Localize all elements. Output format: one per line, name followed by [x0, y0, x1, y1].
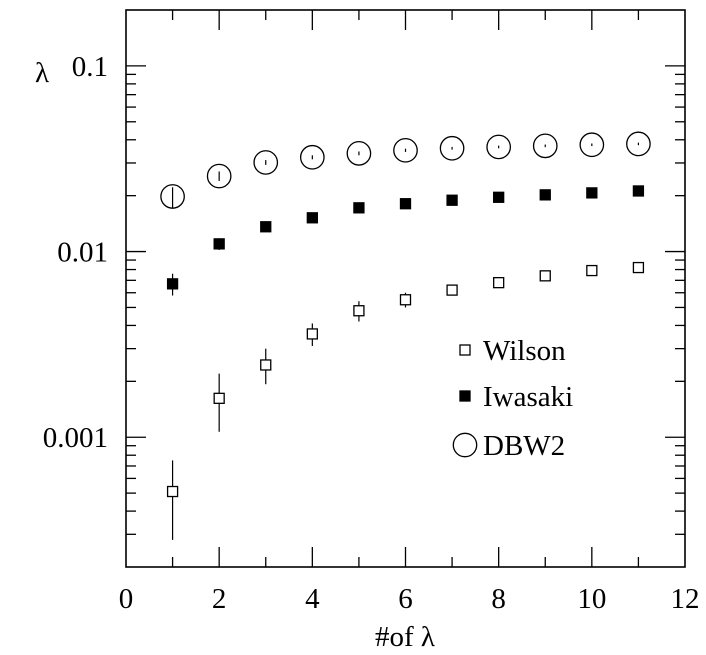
data-point	[160, 184, 185, 209]
data-point	[166, 485, 179, 498]
x-tick-label: 12	[671, 583, 700, 615]
data-point	[632, 261, 645, 274]
x-tick-label: 0	[119, 583, 134, 615]
data-point	[579, 132, 605, 158]
legend-marker	[459, 390, 471, 402]
data-point	[399, 294, 412, 306]
legend-label: DBW2	[483, 430, 565, 462]
data-point	[586, 187, 598, 199]
x-tick-labels: 0 2 4 6 8 10 12	[119, 583, 700, 615]
data-point	[626, 131, 651, 157]
data-point	[539, 189, 551, 201]
x-tick-label: 4	[305, 583, 320, 615]
y-tick-label: 0.01	[57, 237, 108, 269]
legend-marker	[452, 432, 478, 458]
x-tick-label: 2	[212, 583, 227, 615]
series-iwasaki	[166, 185, 645, 296]
x-tick-label: 8	[491, 583, 506, 615]
data-point	[632, 185, 645, 197]
data-point	[586, 264, 598, 277]
x-tick-label: 6	[398, 583, 413, 615]
y-tick-label: 0.001	[43, 422, 108, 454]
legend: Wilson Iwasaki DBW2	[452, 335, 573, 462]
data-series	[160, 131, 651, 540]
data-point	[346, 141, 372, 166]
axis-ticks	[126, 10, 685, 567]
y-axis-title: λ	[35, 57, 49, 89]
data-point	[253, 150, 279, 175]
data-point	[260, 359, 272, 371]
data-point	[206, 163, 232, 189]
data-point	[213, 238, 225, 250]
y-tick-labels: 0.001 0.01 0.1	[43, 51, 108, 454]
data-point	[493, 191, 505, 203]
series-wilson	[166, 261, 645, 540]
y-tick-label: 0.1	[72, 51, 108, 83]
legend-label: Iwasaki	[483, 381, 573, 413]
data-point	[446, 284, 458, 296]
x-tick-label: 10	[577, 583, 606, 615]
data-point	[306, 328, 318, 340]
legend-marker	[459, 344, 471, 356]
data-point	[166, 278, 179, 290]
data-point	[393, 137, 418, 163]
plot-frame	[125, 9, 686, 568]
data-point	[493, 277, 505, 289]
data-point	[353, 305, 365, 317]
data-point	[306, 212, 318, 224]
legend-label: Wilson	[483, 335, 566, 367]
data-point	[486, 134, 512, 160]
data-point	[446, 194, 458, 206]
data-point	[353, 202, 365, 214]
data-point	[299, 144, 325, 170]
x-axis-title: #of λ	[375, 621, 435, 653]
data-point	[260, 221, 272, 233]
data-point	[532, 133, 558, 159]
data-point	[213, 392, 225, 404]
data-point	[539, 270, 551, 282]
series-dbw2	[160, 131, 651, 209]
data-point	[399, 198, 412, 210]
data-point	[439, 135, 465, 161]
